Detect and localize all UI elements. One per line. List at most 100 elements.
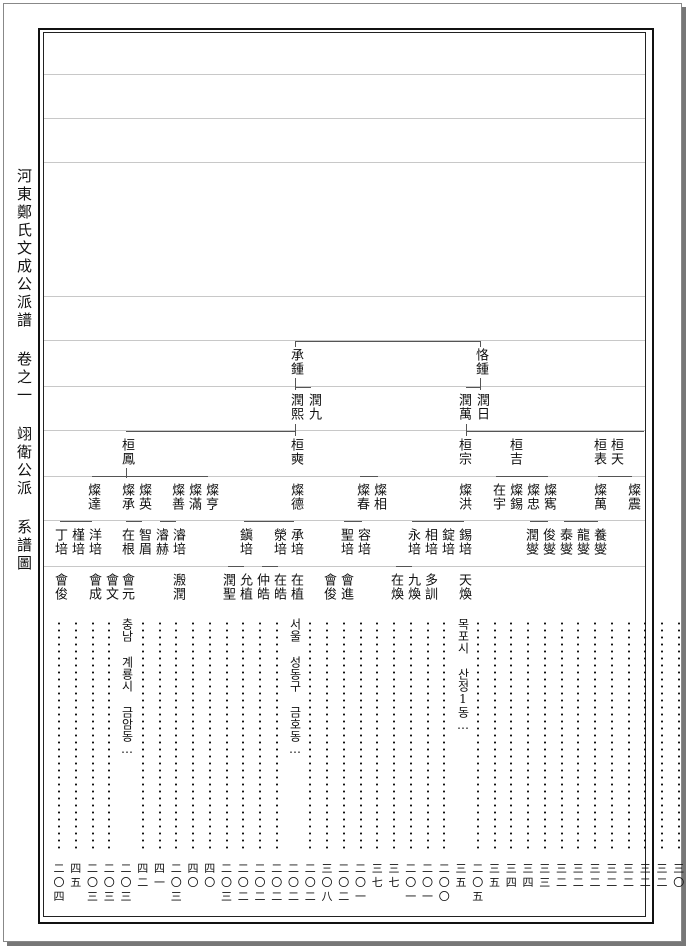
page-reference: 三二 — [639, 862, 651, 889]
person-name: 桓吉 — [507, 438, 522, 466]
person-name: 在煥 — [388, 573, 403, 601]
person-name: 鎭培 — [237, 528, 252, 556]
dotted-leader — [409, 620, 412, 850]
person-name: 在皓 — [271, 573, 286, 601]
connector — [396, 566, 412, 567]
person-name: 仲皓 — [254, 573, 269, 601]
page-reference: 三三 — [539, 862, 551, 889]
person-name: 多訓 — [422, 573, 437, 601]
dotted-leader — [158, 620, 161, 850]
person-name: 龍燮 — [574, 528, 589, 556]
person-name: 允植 — [237, 573, 252, 601]
page-reference: 四五 — [70, 862, 82, 889]
dotted-leader — [393, 620, 395, 850]
dotted-leader — [342, 620, 345, 850]
connector — [244, 521, 294, 522]
person-name: 桓鳳 — [119, 438, 134, 466]
page-reference: 二〇二 — [271, 862, 283, 903]
person-name: 燦錫 — [507, 483, 522, 511]
page-reference: 三二 — [572, 862, 584, 889]
page-reference: 三七 — [371, 862, 383, 889]
person-name: 槿培 — [69, 528, 84, 556]
dotted-leader — [259, 620, 261, 850]
page-reference: 二〇二 — [304, 862, 316, 903]
page-reference: 四二 — [137, 862, 149, 889]
dotted-leader — [141, 620, 144, 850]
dotted-leader — [560, 620, 563, 850]
person-name: 燦承 — [119, 483, 134, 511]
page-reference: 二〇三 — [103, 862, 115, 903]
person-name: 燦萬 — [591, 483, 606, 511]
page-reference: 二〇一 — [355, 862, 366, 903]
rule-line — [44, 118, 645, 119]
person-name: 在宇 — [490, 483, 505, 511]
person-name: 燦英 — [136, 483, 151, 511]
dotted-leader — [577, 620, 580, 850]
connector — [295, 378, 296, 390]
dotted-leader — [58, 620, 60, 850]
person-name: 桓表 — [591, 438, 606, 466]
connector — [126, 521, 142, 522]
person-name: 燦寯 — [541, 483, 556, 511]
page-reference: 四〇 — [204, 862, 216, 889]
rule-line — [44, 430, 645, 431]
person-name: 會元 — [119, 573, 134, 601]
page-reference: 二〇三 — [170, 862, 182, 903]
dotted-leader — [242, 620, 245, 850]
person-name: 燦善 — [169, 483, 184, 511]
dotted-leader — [192, 620, 194, 850]
connector — [564, 521, 598, 522]
connector — [295, 341, 480, 342]
person-name: 燦達 — [85, 483, 100, 511]
rule-line — [44, 520, 645, 521]
address-text: 목포시 산정1동… — [456, 618, 470, 732]
person-name: 會文 — [103, 573, 118, 601]
connector — [344, 521, 362, 522]
page-reference: 二〇四 — [53, 862, 65, 903]
page-reference: 二〇二 — [288, 862, 299, 903]
dotted-leader — [510, 620, 513, 850]
dotted-leader — [175, 620, 178, 850]
rule-line — [44, 476, 645, 477]
person-name: 容培 — [355, 528, 370, 556]
connector — [466, 424, 467, 436]
person-name: 丁培 — [52, 528, 67, 556]
page-reference: 二〇一 — [405, 862, 417, 903]
person-name: 會進 — [338, 573, 353, 601]
connector — [92, 476, 208, 477]
dotted-leader — [644, 620, 647, 850]
connector — [412, 521, 464, 522]
connector — [60, 521, 92, 522]
person-name: 燦德 — [288, 483, 303, 511]
rule-line — [44, 162, 645, 163]
connector — [126, 468, 127, 478]
dotted-leader — [661, 620, 663, 850]
person-name: 桓奭 — [288, 438, 303, 466]
page-reference: 三二 — [589, 862, 601, 889]
person-name: 潤熙 — [288, 393, 303, 421]
page-reference: 二〇〇 — [438, 862, 450, 903]
page-reference: 三五 — [489, 862, 500, 889]
page-reference: 二〇三 — [87, 862, 98, 903]
connector — [466, 431, 644, 432]
page-reference: 二〇一 — [422, 862, 433, 903]
person-name: 承鍾 — [288, 348, 303, 376]
address-text: 서울 성동구 금호동… — [288, 618, 302, 756]
person-name: 養燮 — [591, 528, 606, 556]
person-name: 溵潤 — [170, 573, 185, 601]
person-name: 燦震 — [625, 483, 640, 511]
book-title: 河東鄭氏文成公派譜 卷之一 翊衛公派 系譜圖 — [15, 168, 33, 573]
person-name: 燦春 — [354, 483, 369, 511]
person-name: 濬赫 — [153, 528, 168, 556]
connector — [480, 378, 481, 390]
dotted-leader — [594, 620, 596, 850]
person-name: 在根 — [119, 528, 134, 556]
person-name: 恪鍾 — [473, 348, 488, 376]
page-reference: 二〇三 — [120, 862, 132, 903]
dotted-leader — [543, 620, 546, 850]
outer-frame — [38, 28, 654, 924]
connector — [360, 476, 378, 477]
dotted-leader — [493, 620, 496, 850]
person-name: 會俊 — [52, 573, 67, 601]
person-name: 智眉 — [136, 528, 151, 556]
